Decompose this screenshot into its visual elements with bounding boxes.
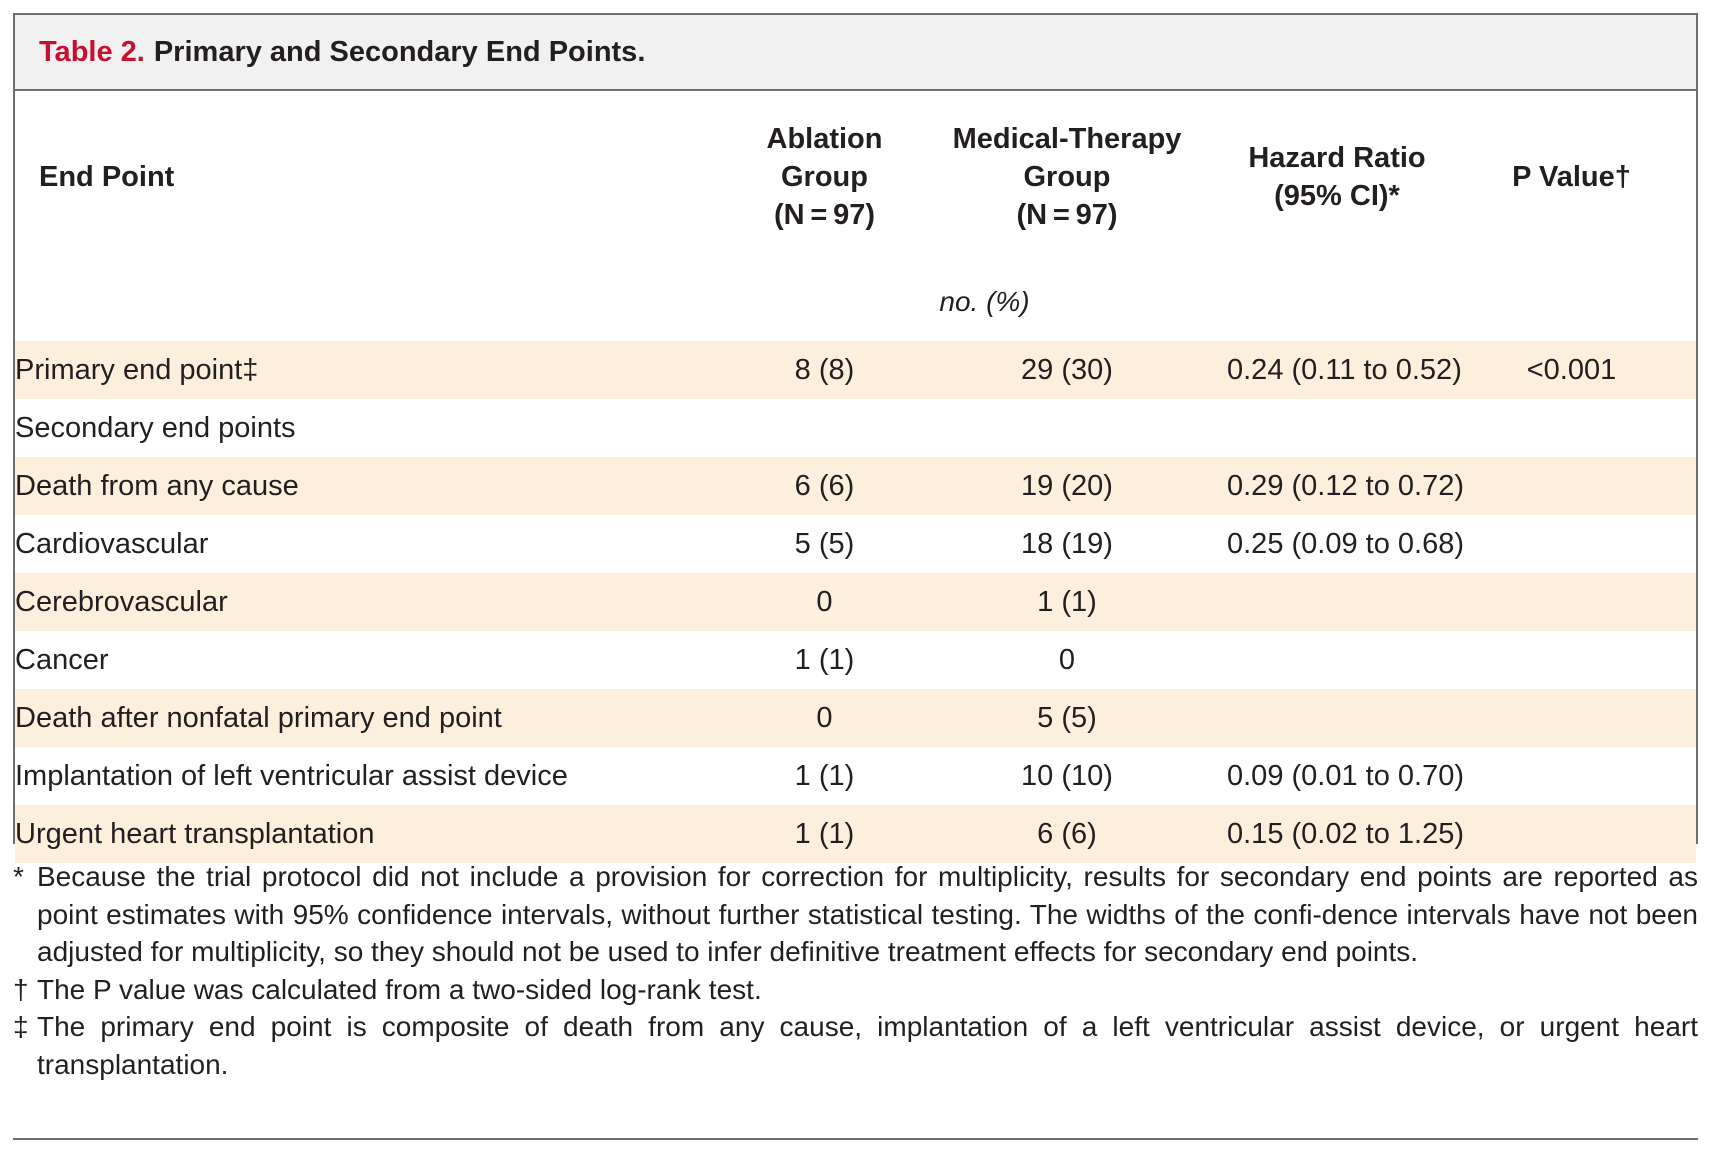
p-value	[1447, 399, 1696, 457]
end-points-table: End Point Ablation Group (N = 97) Medica…	[15, 91, 1696, 863]
ablation-value	[742, 399, 907, 457]
unit-row: no. (%)	[15, 263, 1696, 341]
footnote-text: The primary end point is composite of de…	[37, 1011, 1698, 1080]
hazard-ratio-value: 0.09 (0.01 to 0.70)	[1227, 759, 1464, 792]
row-label: Cardiovascular	[15, 527, 209, 560]
ablation-value: 0	[742, 689, 907, 747]
footnote-mark: *	[13, 861, 24, 892]
hazard-ratio-value	[1227, 573, 1447, 631]
column-header-medical-therapy: Medical-Therapy Group (N = 97)	[952, 123, 1182, 231]
hazard-ratio-value	[1227, 631, 1447, 689]
medical-therapy-value: 0	[1058, 643, 1076, 676]
footnote-text: Because the trial protocol did not inclu…	[37, 861, 1698, 967]
table-row: Cardiovascular 5 (5) 18 (19) 0.25 (0.09 to …	[15, 515, 1696, 573]
table-title: Table 2. Primary and Secondary End Point…	[15, 15, 1696, 91]
p-value	[1447, 573, 1696, 631]
hazard-ratio-value: 0.25 (0.09 to 0.68)	[1227, 527, 1464, 560]
p-value	[1447, 805, 1696, 863]
footnotes: * Because the trial protocol did not incl…	[13, 858, 1698, 1083]
hazard-ratio-value	[1227, 689, 1447, 747]
medical-therapy-value: 5 (5)	[907, 689, 1227, 747]
ablation-value: 1 (1)	[794, 643, 855, 676]
hazard-ratio-value: 0.29 (0.12 to 0.72)	[1227, 457, 1464, 515]
row-label: Secondary end points	[15, 411, 296, 444]
footnote: ‡ The primary end point is composite of d…	[13, 1008, 1698, 1083]
medical-therapy-value: 6 (6)	[907, 805, 1227, 863]
footnote-mark: †	[13, 973, 29, 1005]
table-row: Death from any cause 6 (6) 19 (20) 0.29 (0.…	[15, 457, 1696, 515]
hazard-ratio-value: 0.15 (0.02 to 1.25)	[1227, 805, 1464, 863]
table-body: Primary end point‡ 8 (8) 29 (30) 0.24 (0.11…	[15, 341, 1696, 863]
p-value	[1447, 747, 1696, 805]
table-row: Implantation of left ventricular assist …	[15, 747, 1696, 805]
medical-therapy-value: 18 (19)	[1021, 527, 1113, 560]
table-row: Primary end point‡ 8 (8) 29 (30) 0.24 (0.11…	[15, 341, 1696, 399]
column-header-end-point: End Point	[39, 161, 175, 193]
row-label: Cerebrovascular	[15, 573, 742, 631]
column-header-ablation: Ablation Group (N = 97)	[766, 123, 883, 231]
footnote: * Because the trial protocol did not incl…	[13, 858, 1698, 971]
table-number: Table 2.	[39, 35, 145, 68]
table-row: Death after nonfatal primary end point 0 5…	[15, 689, 1696, 747]
row-label: Cancer	[15, 643, 109, 676]
table-caption: Primary and Secondary End Points.	[153, 35, 646, 68]
table-row: Urgent heart transplantation 1 (1) 6 (6) 0.…	[15, 805, 1696, 863]
medical-therapy-value: 10 (10)	[1021, 759, 1113, 792]
column-header-p-value: P Value†	[1512, 161, 1631, 193]
footnote: † The P value was calculated from a two-s…	[13, 971, 1698, 1009]
footnote-text: The P value was calculated from a two-si…	[37, 973, 762, 1005]
table-row: Cerebrovascular 0 1 (1)	[15, 573, 1696, 631]
ablation-value: 6 (6)	[742, 457, 907, 515]
row-label: Death from any cause	[15, 457, 742, 515]
p-value: <0.001	[1447, 341, 1696, 399]
footnote-mark: ‡	[13, 1011, 29, 1042]
table-frame: Table 2. Primary and Secondary End Point…	[13, 13, 1698, 863]
column-header-hazard-ratio: Hazard Ratio (95% CI)*	[1248, 142, 1426, 212]
bottom-rule	[13, 1138, 1698, 1140]
unit-label: no. (%)	[939, 286, 1030, 317]
hazard-ratio-value: 0.24 (0.11 to 0.52)	[1227, 341, 1462, 399]
ablation-value: 8 (8)	[742, 341, 907, 399]
p-value	[1447, 515, 1696, 573]
header-row: End Point Ablation Group (N = 97) Medica…	[15, 91, 1696, 263]
ablation-value: 5 (5)	[794, 527, 855, 560]
ablation-value: 1 (1)	[794, 759, 855, 792]
row-label: Urgent heart transplantation	[15, 805, 742, 863]
row-label: Implantation of left ventricular assist …	[15, 759, 568, 792]
medical-therapy-value	[907, 399, 1227, 457]
ablation-value: 1 (1)	[742, 805, 907, 863]
table-row: Cancer 1 (1) 0	[15, 631, 1696, 689]
p-value	[1447, 631, 1696, 689]
row-label: Death after nonfatal primary end point	[15, 689, 742, 747]
medical-therapy-value: 1 (1)	[907, 573, 1227, 631]
p-value	[1447, 457, 1696, 515]
medical-therapy-value: 29 (30)	[907, 341, 1227, 399]
p-value	[1447, 689, 1696, 747]
medical-therapy-value: 19 (20)	[907, 457, 1227, 515]
hazard-ratio-value	[1227, 399, 1447, 457]
row-label: Primary end point‡	[15, 341, 742, 399]
ablation-value: 0	[742, 573, 907, 631]
table-row: Secondary end points	[15, 399, 1696, 457]
